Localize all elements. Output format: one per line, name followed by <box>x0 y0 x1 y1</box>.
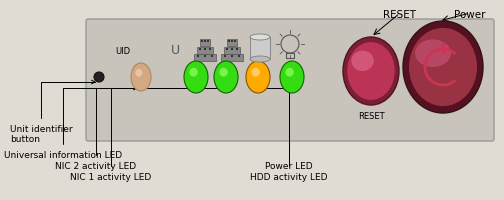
Bar <box>286 54 294 59</box>
Ellipse shape <box>251 68 260 77</box>
Bar <box>250 38 270 60</box>
Text: Power LED: Power LED <box>265 87 312 170</box>
Text: RESET: RESET <box>358 111 385 120</box>
Bar <box>231 40 233 42</box>
Ellipse shape <box>351 51 374 72</box>
Bar <box>209 48 211 50</box>
Bar <box>204 48 206 50</box>
Bar <box>231 55 233 57</box>
Ellipse shape <box>219 68 228 77</box>
Bar <box>236 48 238 50</box>
Ellipse shape <box>343 38 399 105</box>
Ellipse shape <box>415 40 451 68</box>
Text: Universal information LED: Universal information LED <box>4 87 137 159</box>
Bar <box>199 48 201 50</box>
Ellipse shape <box>403 22 483 113</box>
Bar <box>228 40 230 42</box>
Ellipse shape <box>285 68 294 77</box>
Bar <box>231 48 233 50</box>
Bar <box>201 40 203 42</box>
Bar <box>207 40 209 42</box>
Bar <box>238 55 240 57</box>
Ellipse shape <box>246 62 270 94</box>
Ellipse shape <box>190 68 198 77</box>
Bar <box>221 54 243 61</box>
Ellipse shape <box>280 62 304 94</box>
Bar <box>211 55 213 57</box>
Bar <box>226 48 228 50</box>
Text: HDD activity LED: HDD activity LED <box>250 87 328 181</box>
Text: NIC 1 activity LED: NIC 1 activity LED <box>70 87 222 181</box>
Ellipse shape <box>214 62 238 94</box>
Text: NIC 2 activity LED: NIC 2 activity LED <box>55 87 192 170</box>
Text: Unit identifier
button: Unit identifier button <box>10 81 95 144</box>
Text: Power: Power <box>454 10 486 20</box>
Bar <box>234 40 236 42</box>
Bar <box>197 47 213 54</box>
FancyBboxPatch shape <box>86 20 494 141</box>
Ellipse shape <box>347 43 395 100</box>
Text: U: U <box>170 43 179 56</box>
Circle shape <box>94 73 104 83</box>
Bar <box>194 54 216 61</box>
Ellipse shape <box>131 64 151 92</box>
Ellipse shape <box>136 70 143 77</box>
Bar <box>224 55 226 57</box>
Bar <box>204 40 206 42</box>
Bar <box>227 39 237 46</box>
Ellipse shape <box>409 29 477 107</box>
Text: RESET: RESET <box>384 10 416 20</box>
Ellipse shape <box>250 35 270 41</box>
Ellipse shape <box>184 62 208 94</box>
Bar <box>224 47 240 54</box>
Ellipse shape <box>250 57 270 63</box>
Bar <box>204 55 206 57</box>
Bar <box>197 55 199 57</box>
Text: UID: UID <box>115 47 130 56</box>
Bar <box>200 39 210 46</box>
